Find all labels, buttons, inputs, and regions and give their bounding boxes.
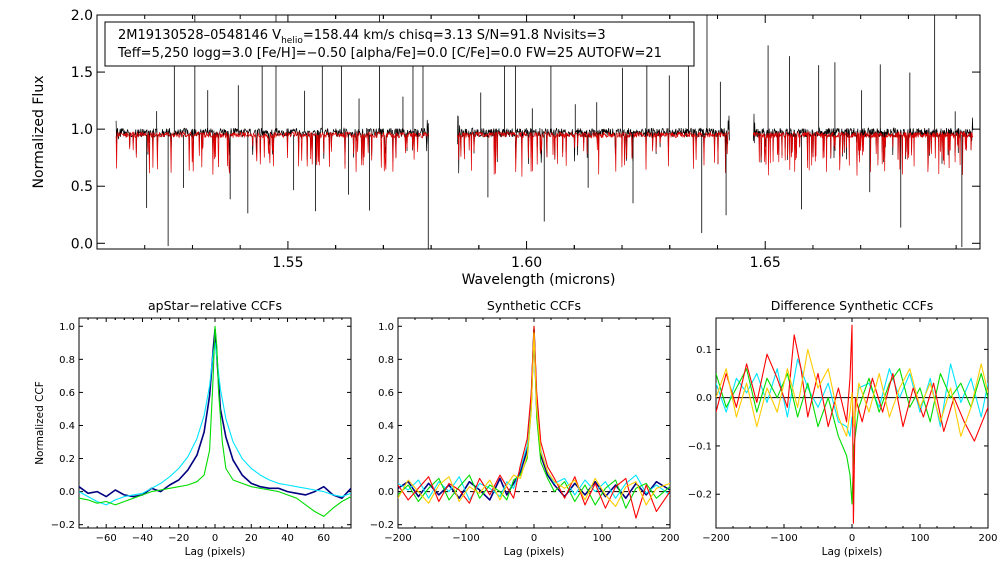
ccf-lines — [398, 325, 670, 519]
x-tick-label: 1.65 — [750, 255, 781, 271]
ccf-series-visit1 — [398, 333, 670, 501]
y-tick-label: 1.0 — [59, 322, 75, 333]
y-tick-label: 0.2 — [59, 454, 75, 465]
difference-ccf-panel: −200 −100 0 100 200 −0.2 −0.1 0.0 0.1 Difference … — [688, 298, 998, 558]
x-tick-label: 0 — [531, 533, 537, 544]
y-tick-label: 0.5 — [71, 179, 93, 195]
y-axis-label: Normalized Flux — [31, 76, 47, 189]
plot-frame — [96, 14, 981, 250]
plot-frame — [78, 317, 352, 529]
chart-title: Synthetic CCFs — [487, 298, 581, 313]
y-tick-label: 0.0 — [59, 487, 75, 498]
y-tick-label: 0.4 — [59, 421, 75, 432]
y-tick-label: 0.0 — [71, 236, 93, 252]
x-tick-label: −100 — [452, 533, 479, 544]
y-tick-label: 0.0 — [696, 393, 712, 404]
ccf-series-visit2 — [79, 325, 351, 517]
y-tick-label: 0.6 — [378, 388, 394, 399]
ccf-series-visit4 — [398, 332, 670, 508]
y-tick-label: 1.0 — [378, 322, 394, 333]
x-tick-label: 40 — [281, 533, 294, 544]
x-tick-label: 200 — [978, 533, 997, 544]
spectrum-panel: 1.55 1.60 1.65 0.0 0.5 1.0 1.5 2.0 Wavelength (m… — [31, 8, 981, 288]
synthetic-spectrum-segment — [752, 130, 974, 176]
y-tick-label: 2.0 — [71, 8, 93, 24]
apstar-ccf-panel: −60 −40 −20 0 20 40 60 −0.2 0.0 0.2 0.4 0.6 0.8 1.0 ap… — [34, 298, 352, 558]
x-tick-label: 200 — [660, 533, 679, 544]
chart-title: Difference Synthetic CCFs — [771, 298, 934, 313]
x-tick-label: 60 — [317, 533, 330, 544]
x-tick-label: −40 — [132, 533, 153, 544]
y-tick-label: 0.2 — [378, 454, 394, 465]
y-tick-label: 0.8 — [59, 355, 75, 366]
synthetic-spectrum-segment — [115, 130, 430, 175]
ccf-series-visit3 — [398, 325, 670, 519]
x-tick-label: 100 — [910, 533, 929, 544]
observed-spectrum-segment — [457, 115, 730, 174]
ccf-series-visit2 — [716, 368, 988, 505]
spectrum-lines — [115, 15, 974, 249]
x-tick-label: −200 — [702, 533, 729, 544]
observed-spectrum-segment — [115, 119, 430, 165]
ccf-lines — [79, 325, 351, 517]
y-tick-label: 1.0 — [71, 122, 93, 138]
x-axis-label: Lag (pixels) — [822, 546, 883, 558]
x-tick-label: −200 — [384, 533, 411, 544]
info-box — [104, 21, 695, 67]
y-tick-label: 0.8 — [378, 355, 394, 366]
x-tick-label: −60 — [96, 533, 117, 544]
y-tick-label: −0.1 — [688, 441, 712, 452]
x-tick-label: 1.55 — [272, 255, 303, 271]
ccf-series-combined — [398, 328, 670, 501]
info-line-2: Teff=5,250 logg=3.0 [Fe/H]=−0.50 [alpha/… — [117, 46, 662, 61]
y-tick-label: −0.2 — [688, 490, 712, 501]
y-axis-label: Normalized CCF — [34, 381, 46, 465]
y-tick-label: 0.1 — [696, 345, 712, 356]
x-tick-label: 0 — [849, 533, 855, 544]
x-tick-label: 1.60 — [511, 255, 542, 271]
y-tick-label: 0.0 — [378, 487, 394, 498]
y-tick-label: 0.4 — [378, 421, 394, 432]
ccf-series-visit1 — [79, 342, 351, 506]
x-axis-label: Lag (pixels) — [504, 546, 565, 558]
y-tick-label: 0.6 — [59, 388, 75, 399]
ccf-series-combined — [79, 328, 351, 499]
x-tick-label: 0 — [212, 533, 218, 544]
x-tick-label: −20 — [168, 533, 189, 544]
synthetic-ccf-panel: −200 −100 0 100 200 −0.2 0.0 0.2 0.4 0.6 0.8 1.0 Syn… — [370, 298, 680, 558]
chart-title: apStar−relative CCFs — [148, 298, 282, 313]
y-tick-label: −0.2 — [51, 520, 75, 531]
x-axis-label: Wavelength (microns) — [462, 272, 616, 288]
y-tick-label: 1.5 — [71, 65, 93, 81]
info-line-1: 2M19130528–0548146 Vhelio=158.44 km/s ch… — [118, 28, 606, 46]
x-tick-label: 20 — [245, 533, 258, 544]
x-tick-label: −100 — [770, 533, 797, 544]
ccf-series-visit1 — [716, 358, 988, 437]
y-tick-label: −0.2 — [370, 520, 394, 531]
x-tick-label: 100 — [592, 533, 611, 544]
synthetic-spectrum-segment — [457, 130, 730, 177]
ccf-series-visit4 — [716, 348, 988, 437]
x-axis-label: Lag (pixels) — [185, 546, 246, 558]
ccf-lines — [716, 324, 988, 524]
